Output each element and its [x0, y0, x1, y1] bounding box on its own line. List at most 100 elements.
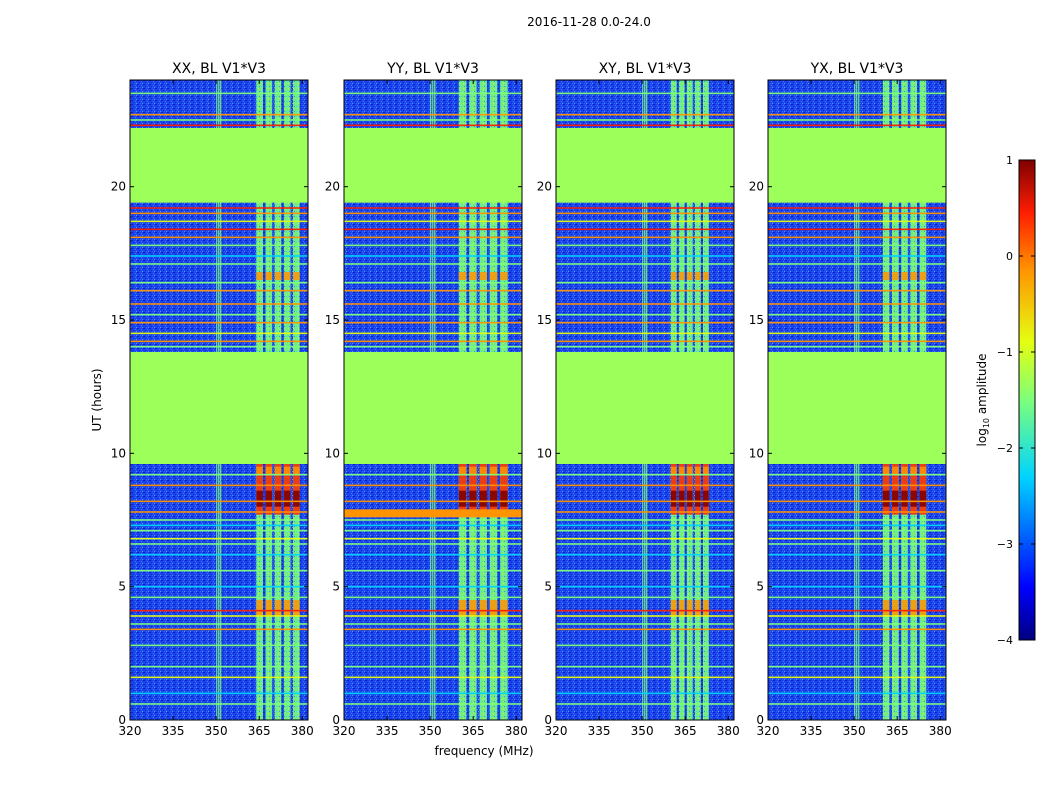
band-bright-block [256, 466, 263, 475]
panel-4: YX, BL V1*V3 320 335 350 365 380 0 5 10 15 20 [749, 61, 952, 738]
rfi-horizontal-line [344, 676, 522, 679]
rfi-horizontal-line [768, 511, 946, 513]
rfi-horizontal-line [130, 553, 308, 556]
colorbar-label-tail: amplitude [975, 354, 989, 418]
rfi-horizontal-line [556, 543, 734, 545]
y-tick-label: 5 [756, 580, 764, 594]
band-bright-block [283, 600, 291, 616]
panel-frame [129, 79, 309, 721]
panel-1: XX, BL V1*V3 320 335 350 365 380 0 5 10 15 20 [111, 61, 314, 738]
y-tick-label: 20 [537, 180, 552, 194]
rfi-horizontal-line [556, 340, 734, 343]
rfi-horizontal-line [130, 303, 308, 305]
rfi-horizontal-line [556, 212, 734, 215]
rfi-horizontal-line [556, 529, 734, 532]
x-tick-label: 380 [291, 724, 314, 738]
x-tick-label: 320 [119, 724, 142, 738]
band-bright-block [702, 466, 709, 475]
rfi-horizontal-line [768, 529, 946, 532]
rfi-horizontal-line [344, 345, 522, 348]
band-bright-block [670, 272, 677, 280]
band-bright-block [882, 272, 890, 280]
band-bright-block [670, 600, 677, 616]
rfi-horizontal-line [130, 340, 308, 343]
band-bright-block [892, 466, 899, 475]
band-bright-block [678, 600, 685, 616]
rfi-horizontal-line [556, 345, 734, 348]
rfi-horizontal-line [768, 609, 946, 612]
rfi-horizontal-line [344, 529, 522, 532]
band-bright-block [479, 600, 487, 616]
y-tick-label: 5 [544, 580, 552, 594]
rfi-horizontal-line [130, 537, 308, 540]
rfi-horizontal-line [344, 244, 522, 247]
panel-title: XY, BL V1*V3 [599, 61, 692, 77]
rfi-horizontal-line [344, 596, 522, 599]
rfi-horizontal-line [344, 543, 522, 545]
y-axis-label: UT (hours) [90, 368, 104, 431]
band-bright-block [702, 464, 709, 515]
rfi-horizontal-line [130, 628, 308, 631]
band-bright-block [293, 466, 300, 475]
rfi-horizontal-line [768, 345, 946, 348]
rfi-horizontal-line [556, 623, 734, 625]
rfi-horizontal-line [556, 473, 734, 476]
rfi-horizontal-line [556, 665, 734, 668]
rfi-horizontal-line [556, 692, 734, 695]
rfi-horizontal-line [344, 500, 522, 503]
x-tick-label: 350 [419, 724, 442, 738]
rfi-horizontal-line [130, 596, 308, 599]
rfi-horizontal-line [556, 484, 734, 487]
rfi-horizontal-line [130, 703, 308, 705]
band-bright-block [694, 466, 701, 475]
y-tick-label: 20 [111, 180, 126, 194]
rfi-horizontal-line [768, 220, 946, 223]
band-bright-block [283, 464, 291, 515]
rfi-horizontal-line [130, 623, 308, 625]
x-tick-label: 380 [717, 724, 740, 738]
rfi-horizontal-line [130, 212, 308, 215]
band-bright-block [702, 272, 709, 280]
rfi-horizontal-line [556, 511, 734, 513]
rfi-horizontal-line [344, 255, 522, 257]
band-bright-block [910, 600, 918, 616]
band-bright-block [458, 272, 467, 280]
rfi-horizontal-line [130, 484, 308, 487]
band-bright-block [678, 272, 685, 280]
rfi-horizontal-line [768, 119, 946, 121]
panel-2: YY, BL V1*V3 320 335 350 365 380 0 5 10 15 20 [325, 61, 528, 738]
rfi-horizontal-line [556, 644, 734, 647]
x-tick-label: 320 [545, 724, 568, 738]
colorbar-tick-label: −4 [997, 634, 1013, 647]
rfi-horizontal-line [130, 676, 308, 679]
rfi-horizontal-line [344, 228, 522, 231]
band-dark-block [458, 490, 467, 507]
band-bright-block [686, 272, 693, 280]
rfi-horizontal-line [344, 263, 522, 265]
colorbar-label: log10 amplitude [975, 354, 991, 447]
panel-title: YX, BL V1*V3 [810, 61, 904, 77]
rfi-horizontal-line [768, 473, 946, 476]
rfi-horizontal-line [768, 585, 946, 588]
flagged-interval [130, 352, 308, 464]
rfi-horizontal-line [556, 537, 734, 540]
rfi-horizontal-line [344, 484, 522, 487]
flagged-interval [556, 128, 734, 203]
rfi-horizontal-line [768, 628, 946, 631]
rfi-horizontal-line [768, 124, 946, 127]
band-bright-block [500, 466, 508, 475]
x-tick-label: 320 [333, 724, 356, 738]
rfi-horizontal-line [556, 585, 734, 588]
band-bright-block [892, 272, 899, 280]
rfi-horizontal-line [344, 519, 522, 521]
band-bright-block [702, 600, 709, 616]
rfi-horizontal-line [130, 124, 308, 127]
y-tick-label: 15 [325, 313, 340, 327]
rfi-horizontal-line [130, 511, 308, 513]
rfi-bright-strip [344, 509, 522, 518]
band-dark-block [910, 490, 918, 507]
rfi-horizontal-line [344, 124, 522, 127]
rfi-horizontal-line [768, 263, 946, 265]
rfi-horizontal-line [130, 113, 308, 116]
